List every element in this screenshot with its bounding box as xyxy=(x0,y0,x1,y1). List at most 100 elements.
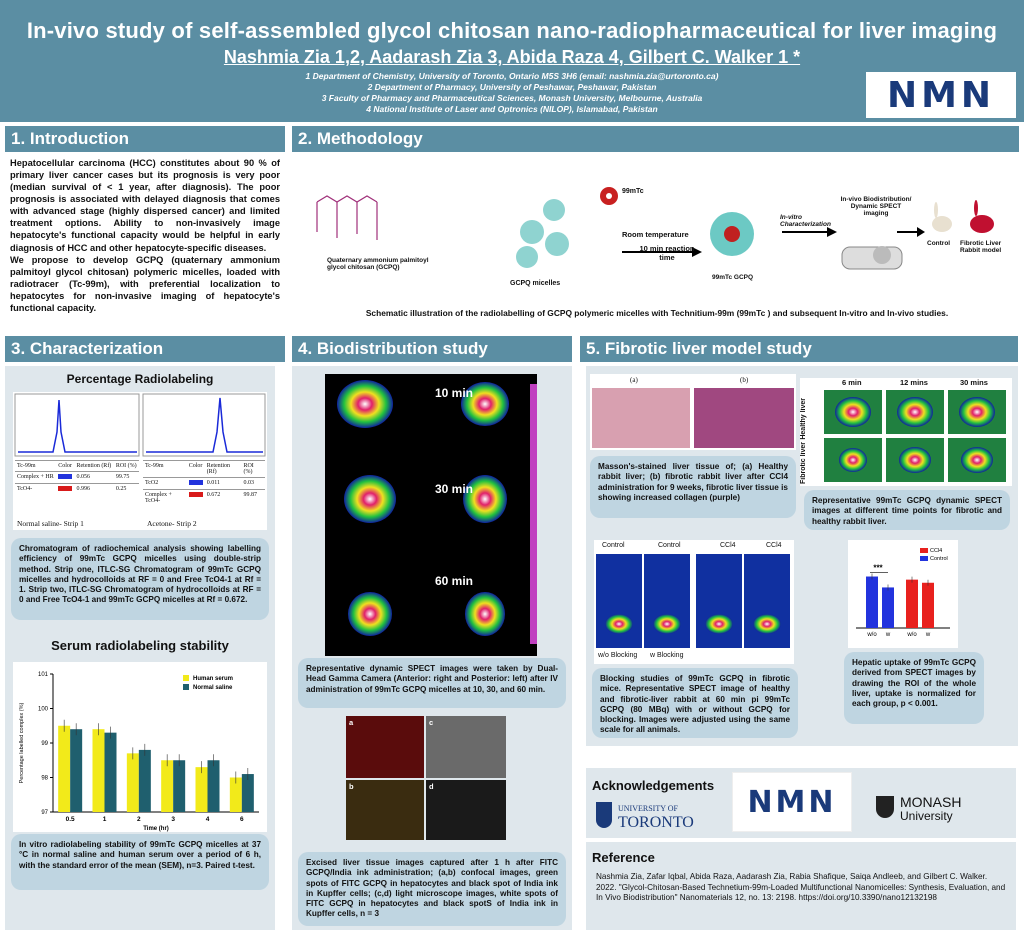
spect-time-10: 10 min xyxy=(435,386,474,400)
invivo-label: In-vivo Biodistribution/ Dynamic SPECT i… xyxy=(840,196,912,217)
tissue-images: a c b d xyxy=(346,716,506,840)
strip1-peak xyxy=(18,399,137,453)
reaction-time-label: 10 min reaction time xyxy=(639,244,695,262)
x-tick-label: 4 xyxy=(206,816,210,823)
tc-99m-radiation-icon xyxy=(600,187,618,205)
reference-text: Nashmia Zia, Zafar Iqbal, Abida Raza, Aa… xyxy=(596,872,1006,903)
y-tick-label: 101 xyxy=(38,672,49,678)
bar-ccl4 xyxy=(906,579,918,628)
affiliation-2: 2 Department of Pharmacy, University of … xyxy=(367,82,657,92)
spect-time-60: 60 min xyxy=(435,574,474,588)
reference-panel: Reference Nashmia Zia, Zafar Iqbal, Abid… xyxy=(586,842,1016,930)
ack-heading: Acknowledgements xyxy=(592,778,715,793)
reference-heading: Reference xyxy=(592,850,655,865)
legend-entry: CCl4 xyxy=(930,548,942,554)
dynamic-spect-grid: 6 min 12 mins 30 mins Healthy liver Fibr… xyxy=(800,378,1012,486)
y-axis-label: Percentage labelled complex (%) xyxy=(19,702,25,783)
masson-images: (a) (b) xyxy=(590,374,796,450)
legend-swatch xyxy=(183,675,189,681)
bar-human-serum xyxy=(126,753,139,812)
chromatogram-caption: Chromatogram of radiochemical analysis s… xyxy=(11,538,269,620)
bar-human-serum xyxy=(58,725,71,812)
invitro-label: In-vitro Characterization xyxy=(780,214,831,228)
bar-normal-saline xyxy=(104,732,117,812)
x-tick-label: 2 xyxy=(137,816,141,823)
monash-crest-icon xyxy=(876,796,894,818)
spect-series-image: 10 min 30 min 60 min xyxy=(325,374,537,656)
bar-control xyxy=(882,587,894,628)
gcpq-structure-graphic xyxy=(316,195,378,240)
stability-chart: 97 98 99 100 101 Percentage labelled complex … xyxy=(13,662,267,832)
invitro-arrow xyxy=(782,227,837,237)
stability-chart-svg: 97 98 99 100 101 Percentage labelled complex … xyxy=(19,672,259,832)
strip2-table: Tc-99m Color Retention (Rf) ROI (%) TcO2 0.0… xyxy=(143,460,265,506)
intro-text: Hepatocellular carcinoma (HCC) constitut… xyxy=(10,157,280,314)
light-d: d xyxy=(426,780,506,840)
x-tick-label: w xyxy=(885,632,891,638)
blocking-spect-tiles xyxy=(596,554,790,648)
legend-entry: Normal saline xyxy=(193,685,233,691)
x-tick-label: w xyxy=(925,632,931,638)
y-tick-label: 98 xyxy=(41,776,48,782)
bar-human-serum xyxy=(161,760,174,812)
uptake-chart-svg: w/o w w/o w *** CCl4 Control xyxy=(856,548,950,638)
blue-swatch xyxy=(188,480,203,485)
micelles-label: GCPQ micelles xyxy=(510,280,561,287)
stability-chart-title: Serum radiolabeling stability xyxy=(51,638,229,653)
legend-swatch xyxy=(920,556,928,561)
bar-control xyxy=(866,576,878,628)
intro-paragraph-2: We propose to develop GCPQ (quaternary a… xyxy=(10,254,280,313)
radiolabeling-chart-title: Percentage Radiolabeling xyxy=(66,372,214,386)
bar-normal-saline xyxy=(138,749,151,812)
fibrotic-tissue-image xyxy=(694,388,794,448)
light-c: c xyxy=(426,716,506,778)
healthy-tissue-image xyxy=(592,388,690,448)
bar-human-serum xyxy=(92,729,105,812)
methodology-caption: Schematic illustration of the radiolabel… xyxy=(365,308,949,318)
significance-annotation: *** xyxy=(873,564,883,573)
affiliation-3: 3 Faculty of Pharmacy and Pharmaceutical… xyxy=(321,93,703,103)
toronto-logo: UNIVERSITY OF TORONTO xyxy=(596,798,716,834)
tc-gcpq-label: 99mTc GCPQ xyxy=(712,274,754,281)
monash-logo: MONASH University xyxy=(876,794,1006,828)
nmn-logo: NMN xyxy=(866,72,1016,118)
x-tick-label: 1 xyxy=(103,816,107,823)
tc-label: 99mTc xyxy=(622,188,644,195)
stability-caption: In vitro radiolabeling stability of 99mT… xyxy=(11,834,269,890)
spect-time-30: 30 min xyxy=(435,482,474,496)
schematic-diagram xyxy=(316,187,994,270)
fibrotic-model-label: Fibrotic Liver Rabbit model xyxy=(960,240,1002,254)
masson-caption: Masson's-stained liver tissue of; (a) He… xyxy=(590,456,796,518)
uptake-caption: Hepatic uptake of 99mTc GCPQ derived fro… xyxy=(844,652,984,724)
bar-ccl4 xyxy=(922,582,934,628)
red-swatch xyxy=(188,492,203,497)
room-temp-label: Room temperature xyxy=(622,230,689,239)
tissue-caption: Excised liver tissue images captured aft… xyxy=(298,852,566,926)
bar-normal-saline xyxy=(207,760,220,812)
strip1-table: Tc-99m Color Retention (Rf) ROI (%) Complex… xyxy=(15,460,139,495)
confocal-a: a xyxy=(346,716,424,778)
affiliation-1: 1 Department of Chemistry, University of… xyxy=(305,71,719,81)
strip1-label: Normal saline- Strip 1 xyxy=(17,519,84,528)
legend-entry: Control xyxy=(930,556,948,562)
dynamic-spect-tiles xyxy=(824,390,1006,482)
poster-header: In-vivo study of self-assembled glycol c… xyxy=(0,0,1024,122)
invivo-arrow xyxy=(897,227,925,237)
blocking-caption: Blocking studies of 99mTc GCPQ in fibrot… xyxy=(592,668,798,738)
author-list: Nashmia Zia 1,2, Aadarash Zia 3, Abida R… xyxy=(223,47,801,67)
legend-entry: Human serum xyxy=(193,676,233,682)
control-rabbit-icon xyxy=(932,202,952,232)
bar-normal-saline xyxy=(70,729,83,812)
fibrotic-panel: (a) (b) Masson's-stained liver tissue of… xyxy=(586,366,1018,746)
chromatogram-figure: Tc-99m Color Retention (Rf) ROI (%) Complex… xyxy=(13,392,267,530)
acknowledgements-panel: Acknowledgements UNIVERSITY OF TORONTO N… xyxy=(586,768,1016,838)
intro-paragraph-1: Hepatocellular carcinoma (HCC) constitut… xyxy=(10,158,280,253)
x-tick-label: w/o xyxy=(866,632,877,638)
blocking-images: Control Control CCl4 CCl4 w/o Blocking w… xyxy=(594,540,794,664)
ack-nmn-logo: NMN xyxy=(732,772,852,832)
bar-normal-saline xyxy=(241,774,254,812)
blue-swatch xyxy=(58,474,73,479)
tc-gcpq-micelle-graphic xyxy=(710,212,754,256)
methodology-schematic: Quaternary ammonium palmitoyl glycol chi… xyxy=(292,152,1019,328)
legend-swatch xyxy=(183,684,189,690)
